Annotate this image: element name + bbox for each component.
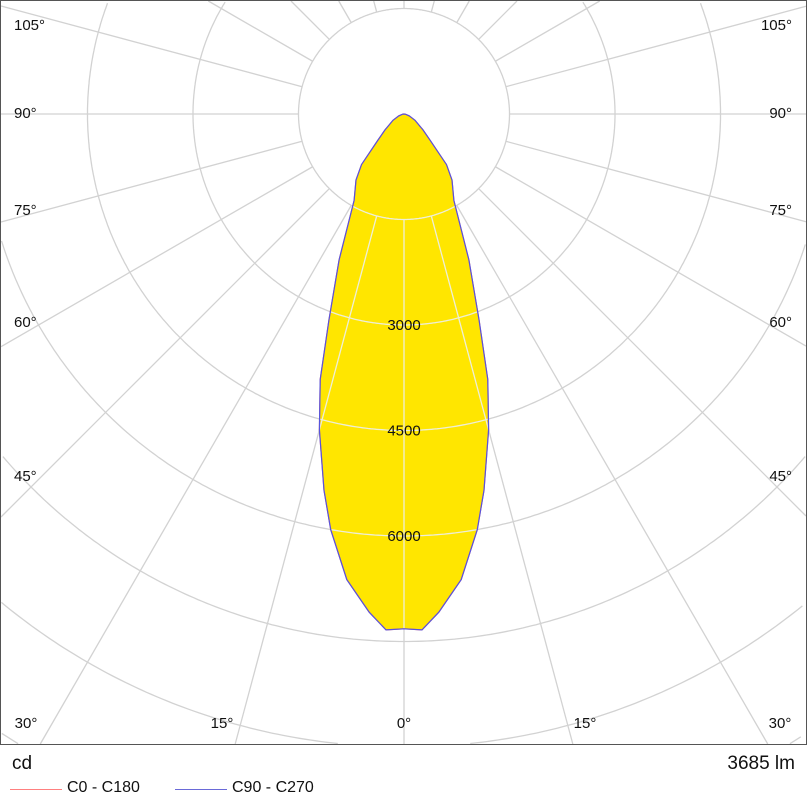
grid-radial-line — [430, 215, 489, 630]
grid-radial-line — [505, 5, 807, 88]
angle-label-right: 60° — [769, 314, 792, 331]
angle-label-bottom: 30° — [769, 715, 792, 732]
grid-ring — [0, 601, 803, 745]
angle-label-left: 90° — [14, 105, 37, 122]
angle-label-bottom: 30° — [15, 715, 38, 732]
angle-label-right: 90° — [769, 105, 792, 122]
grid-radial-line — [0, 166, 313, 348]
legend-line-c0 — [10, 789, 62, 790]
angle-label-left: 75° — [14, 202, 37, 219]
angle-label-right: 105° — [761, 17, 792, 34]
angle-label-bottom: 15° — [211, 715, 234, 732]
unit-label: cd — [12, 753, 33, 774]
grid-radial-line — [478, 188, 807, 517]
angle-label-right: 45° — [769, 468, 792, 485]
angle-label-left: 105° — [14, 17, 45, 34]
angle-label-left: 60° — [14, 314, 37, 331]
grid-radial-line — [0, 5, 303, 88]
grid-radial-line — [373, 0, 378, 13]
grid-radial-line — [456, 0, 470, 23]
angle-label-right: 75° — [769, 202, 792, 219]
ring-label: 6000 — [387, 528, 420, 545]
grid-radial-line — [39, 205, 352, 745]
series-c90-c270-line — [318, 113, 490, 631]
grid-radial-line — [495, 0, 601, 62]
grid-radial-line — [456, 205, 769, 745]
grid-radial-line — [430, 0, 435, 13]
flux-label: 3685 lm — [727, 753, 795, 774]
angle-label-left: 45° — [14, 468, 37, 485]
grid-radial-line — [207, 0, 313, 62]
legend-label-c90: C90 - C270 — [232, 779, 314, 796]
grid-radial-line — [495, 166, 807, 347]
grid-ring — [2, 456, 806, 643]
grid-radial-line — [290, 0, 330, 40]
grid-radial-line — [505, 140, 807, 223]
grid-ring — [2, 733, 801, 743]
legend-label-c0: C0 - C180 — [67, 779, 140, 796]
ring-label: 4500 — [387, 423, 420, 440]
grid-radial-line — [0, 188, 330, 518]
angle-label-bottom: 0° — [397, 715, 411, 732]
ring-label: 3000 — [387, 317, 420, 334]
polar-intensity-chart: 105° 105° 90° 90° 75° 75° 60° 60° 45° 45° 30° 15° 0°… — [0, 0, 807, 745]
grid-radial-line — [478, 0, 518, 40]
legend-line-c90 — [175, 789, 227, 790]
grid-ring — [1, 732, 802, 745]
grid-radial-line — [0, 140, 303, 223]
grid-radial-line — [319, 215, 378, 630]
grid-radial-line — [338, 0, 352, 23]
grid-ring — [86, 2, 722, 432]
angle-label-bottom: 15° — [574, 715, 597, 732]
